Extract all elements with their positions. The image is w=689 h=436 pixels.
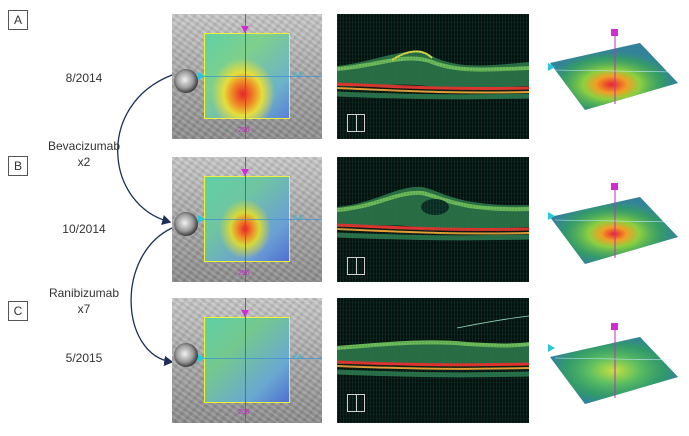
thickness-map-c (204, 317, 290, 403)
scale-bar-icon (347, 257, 365, 275)
optic-disc (174, 212, 198, 236)
thickness-3d-map-a (548, 29, 678, 110)
treatment-2-count: x7 (77, 302, 91, 316)
oct-speckle (337, 298, 529, 423)
panel-label-b: B (8, 156, 28, 176)
map-bottom-value: 256 (238, 409, 250, 416)
oct-scan-c (337, 298, 529, 423)
thickness-3d-map-b (548, 183, 678, 264)
scan-marker-top-icon (241, 310, 249, 317)
scale-bar-icon (347, 394, 365, 412)
scan-marker-left-icon (198, 72, 205, 80)
panel-label-c: C (8, 301, 28, 321)
map-right-value: 64 (294, 215, 302, 222)
scan-line-vertical (245, 298, 246, 423)
scan-marker-left-icon (198, 215, 205, 223)
date-b: 10/2014 (62, 222, 106, 236)
treatment-2-drug: Ranibizumab (48, 286, 120, 300)
oct-scan-a (337, 14, 529, 139)
treatment-1-count: x2 (77, 155, 91, 169)
scan-marker-top-icon (241, 26, 249, 33)
map-bottom-value: 256 (238, 270, 250, 277)
scan-marker-left-icon (198, 354, 205, 362)
map-right-value: 64 (294, 72, 302, 79)
optic-disc (174, 343, 198, 367)
scale-bar-icon (347, 114, 365, 132)
map-right-value: 64 (294, 354, 302, 361)
date-c: 5/2015 (65, 351, 103, 365)
oct-speckle (337, 14, 529, 139)
scan-line-horizontal (198, 219, 322, 220)
treatment-1-drug: Bevacizumab (47, 139, 121, 153)
fundus-image-b: 64 256 (172, 157, 322, 282)
optic-disc (174, 69, 198, 93)
fundus-image-a: 64 256 (172, 14, 322, 139)
treatment-1: Bevacizumab x2 (14, 138, 154, 170)
scan-marker-top-icon (241, 169, 249, 176)
oct-speckle (337, 157, 529, 282)
thickness-3d-map-c (548, 323, 678, 404)
oct-scan-b (337, 157, 529, 282)
fundus-image-c: 64 256 (172, 298, 322, 423)
panel-label-a: A (8, 10, 28, 30)
scan-line-horizontal (198, 76, 322, 77)
date-a: 8/2014 (65, 71, 103, 85)
map-bottom-value: 256 (238, 127, 250, 134)
scan-line-horizontal (198, 358, 322, 359)
treatment-2: Ranibizumab x7 (14, 285, 154, 317)
